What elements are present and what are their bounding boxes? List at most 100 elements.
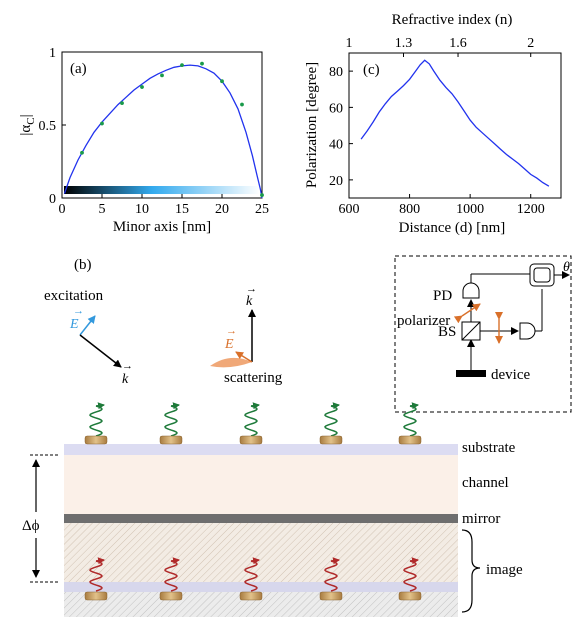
scattering-label: scattering: [224, 370, 283, 386]
excitation-label: excitation: [44, 288, 104, 304]
scattering-field-vec-icon: →: [226, 325, 237, 337]
emitter-wave-upper: [89, 405, 103, 437]
chart-a-data-point: [80, 150, 84, 155]
beam-splitter-diagonal: [461, 321, 481, 341]
device-block: [456, 370, 486, 377]
substrate-label: substrate: [462, 440, 516, 456]
chart-c-xtick-label: 800: [399, 202, 420, 217]
chart-a-ylabel-main: |α: [18, 125, 34, 136]
setup-schematic: device BS polarizer PD θ: [394, 255, 572, 413]
device-label: device: [491, 367, 530, 383]
chart-a-data-point: [160, 73, 164, 78]
channel-label: channel: [462, 475, 509, 491]
setup-frame: [394, 255, 572, 413]
emitter-array: [84, 402, 422, 601]
excitation-field-vec-icon: →: [73, 305, 84, 317]
processor-inner: [533, 267, 551, 283]
chart-a-xtick-label: 25: [255, 202, 269, 217]
mirror-layer: [64, 514, 458, 523]
chart-c-xlabel: Distance (d) [nm]: [399, 220, 506, 236]
polarizer-label: polarizer: [397, 313, 450, 329]
excitation-wavevector-arrow: [79, 334, 122, 368]
chart-c-marks: [360, 59, 550, 187]
emitter-wave-image: [403, 560, 417, 592]
detector-right: [519, 322, 536, 340]
emitter-disk-image: [319, 591, 343, 601]
emitter-disk-image: [239, 591, 263, 601]
emitter-wave-image: [244, 560, 258, 592]
diagram-b: (b) excitation E → k → k → E → scatterin…: [22, 255, 572, 617]
chart-c-panel-label: (c): [363, 62, 380, 78]
chart-c-xtick-label: 600: [339, 202, 360, 217]
substrate-layer: [64, 444, 458, 455]
image-label: image: [486, 562, 523, 578]
output-theta-label: θ: [563, 260, 570, 275]
chart-a-colorbar: [64, 186, 260, 194]
chart-c-ylabel: Polarization [degree]: [304, 62, 320, 188]
chart-a-ylabel-close: |: [18, 114, 34, 117]
emitter-disk-image: [159, 591, 183, 601]
emitter-wave-image-head: [95, 557, 105, 565]
chart-a-xtick-label: 20: [215, 202, 229, 217]
mirror-label: mirror: [462, 511, 500, 527]
chart-a-fit-line: [63, 64, 263, 199]
chart-a-data-point: [220, 79, 224, 84]
emitter-disk-image: [84, 591, 108, 601]
scattering-field-arrow: [235, 351, 253, 363]
emitter-disk-upper: [398, 435, 422, 445]
emitter-wave-image-head: [170, 557, 180, 565]
emitter-disk-upper: [84, 435, 108, 445]
photodetector: [462, 282, 480, 299]
chart-a-data-point: [200, 61, 204, 66]
chart-a-ytick-label: 1: [49, 46, 56, 61]
emitter-wave-upper: [244, 405, 258, 437]
chart-c-ytick-label: 60: [329, 101, 343, 116]
chart-a: 0 5 10 15 20 25 0 0.5 1 (a) Minor axis [nm] |αC|: [18, 46, 269, 235]
chart-a-ylabel-sub: C: [25, 117, 37, 124]
chart-c: 600 800 1000 1200 20 40 60 801 1.3 1.6 2 (c) Dista…: [304, 12, 562, 236]
chart-a-data-point: [140, 85, 144, 89]
scattering-field-label: E: [224, 337, 234, 352]
emitter-wave-image-head: [330, 557, 340, 565]
chart-a-data-point: [260, 193, 264, 197]
svg-text:|αC|: |αC|: [18, 114, 37, 135]
phase-label: Δϕ: [22, 518, 40, 534]
chart-a-marks: [63, 61, 264, 199]
emitter-disk-upper: [319, 435, 343, 445]
emitter-wave-upper-head: [170, 402, 180, 410]
emitter-wave-upper-head: [250, 402, 260, 410]
image-channel-layer: [64, 523, 458, 582]
layer-stack: substrate channel mirror image Δϕ: [22, 440, 523, 617]
polarizer-arrow: [453, 303, 481, 324]
chart-c-top-tick-label: 1.6: [449, 36, 467, 51]
chart-c-xtick-label: 1000: [456, 202, 484, 217]
chart-c-top-tick-label: 2: [527, 36, 534, 51]
diagram-panel-label: (b): [74, 257, 92, 273]
emitter-disk-upper: [239, 435, 263, 445]
channel-layer: [64, 455, 458, 514]
chart-a-xlabel: Minor axis [nm]: [113, 219, 211, 235]
excitation-field-arrow: [79, 315, 96, 336]
image-brace-icon: [461, 529, 481, 613]
chart-c-ytick-label: 40: [329, 138, 343, 153]
chart-a-panel-label: (a): [70, 61, 87, 77]
chart-a-data-point: [100, 121, 104, 126]
chart-c-top-tick-label: 1.3: [395, 36, 413, 51]
emitter-wave-upper-head: [330, 402, 340, 410]
chart-c-frame: [348, 52, 562, 199]
scattering-wavevector-label: k: [246, 294, 253, 309]
chart-a-xtick-label: 0: [59, 202, 66, 217]
chart-c-xtick-label: 1200: [517, 202, 545, 217]
emitter-wave-upper: [403, 405, 417, 437]
chart-c-top-tick-label: 1: [346, 36, 353, 51]
scattering-wavevector-vec-icon: →: [246, 283, 257, 295]
excitation-wavevector-vec-icon: →: [122, 360, 133, 372]
excitation-wavevector-label: k: [122, 372, 129, 387]
chart-a-ytick-label: 0: [49, 192, 56, 207]
excitation-field-label: E: [69, 317, 79, 332]
emitter-wave-image: [89, 560, 103, 592]
chart-a-ylabel: |αC|: [18, 114, 37, 135]
chart-a-data-point: [120, 101, 124, 105]
emitter-wave-upper: [324, 405, 338, 437]
